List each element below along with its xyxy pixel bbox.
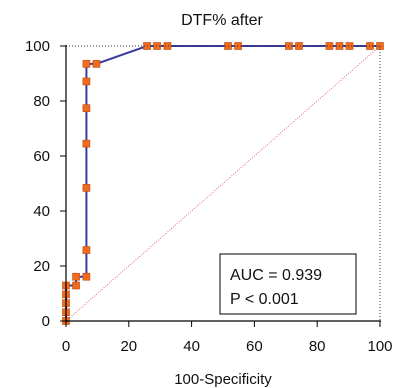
x-tick-label: 80 [309,338,326,355]
roc-point-marker [82,184,91,192]
y-tick-label: 20 [33,258,50,275]
roc-point-marker [82,104,91,112]
y-tick-label: 60 [33,148,50,165]
y-tick-label: 40 [33,203,50,220]
roc-point-marker [72,281,80,290]
x-axis-label: 100-Specificity [174,371,272,388]
x-tick-label: 60 [246,338,263,355]
x-tick-label: 40 [183,338,200,355]
roc-point-marker [325,42,334,50]
roc-point-marker [82,246,91,254]
x-tick-label: 20 [120,338,137,355]
roc-point-marker [345,42,354,50]
y-tick-label: 80 [33,93,50,110]
roc-point-marker [295,42,303,50]
auc-text: AUC = 0.939 [230,267,322,284]
auc-annotation-box [219,253,357,315]
x-tick-label: 0 [62,338,70,355]
chart-title: DTF% after [181,12,263,29]
roc-point-marker [163,42,172,50]
p-value-text: P < 0.001 [230,291,299,308]
roc-point-marker [82,139,91,148]
roc-point-marker [72,272,80,281]
reference-diagonal-line [65,45,381,322]
roc-point-marker [82,272,91,281]
x-tick-label: 100 [367,338,392,355]
y-tick-label: 100 [25,38,50,55]
y-tick-label: 0 [42,313,50,330]
roc-point-marker [82,77,91,86]
roc-point-marker [92,60,101,68]
roc-point-marker [82,60,91,68]
